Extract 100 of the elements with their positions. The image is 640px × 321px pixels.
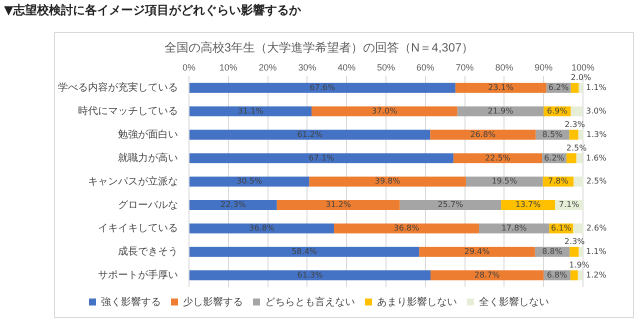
bar (576, 153, 583, 164)
bar (578, 270, 583, 280)
bar (569, 130, 578, 140)
x-tick-label: 40% (338, 62, 356, 72)
data-label: 2.6% (586, 224, 608, 233)
data-label: 25.7% (438, 200, 464, 210)
data-label: 31.2% (326, 200, 352, 210)
bar (190, 130, 430, 140)
bar (566, 153, 576, 164)
bar (419, 246, 535, 257)
bar (334, 223, 479, 234)
data-label: 61.2% (297, 130, 323, 139)
x-tick-label: 80% (495, 62, 514, 72)
data-label: 19.5% (492, 176, 518, 186)
bar (190, 82, 456, 93)
y-tick-label: サポートが手厚い (98, 269, 178, 282)
data-label: 29.4% (464, 246, 490, 256)
bar (276, 200, 400, 210)
bar (309, 176, 466, 187)
bar (574, 176, 584, 187)
x-tick-label: 50% (376, 62, 396, 72)
data-label: 2.5% (586, 176, 608, 186)
x-tick-label: 20% (258, 62, 277, 72)
data-label: 6.1% (550, 224, 572, 233)
y-tick-label: 学べる内容が充実している (58, 82, 178, 94)
data-label: 37.0% (372, 106, 398, 116)
y-tick-label: 成長できそう (118, 246, 178, 258)
bar (478, 223, 550, 234)
bar (570, 246, 579, 257)
bar (453, 153, 542, 164)
y-tick-label: キャンパスが立派な (88, 175, 178, 188)
bar (190, 200, 277, 210)
y-tick-label: 時代にマッチしている (78, 105, 178, 118)
data-label: 22.5% (484, 153, 511, 162)
data-label: 61.3% (297, 270, 324, 280)
bar (190, 223, 334, 234)
data-label: 28.7% (474, 270, 500, 280)
data-label: 8.8% (542, 246, 563, 256)
data-label: 1.6% (586, 153, 607, 162)
y-tick-label: イキイキしている (98, 223, 178, 234)
data-label: 1.2% (586, 270, 607, 280)
data-label: 7.1% (558, 200, 580, 210)
data-label: 1.3% (586, 130, 608, 139)
y-tick-label: 就職力が高い (118, 152, 178, 164)
data-label: 3.0% (586, 106, 607, 116)
bar (570, 82, 579, 93)
data-label: 67.1% (308, 153, 335, 162)
data-label: 2.5% (566, 143, 588, 152)
bar (573, 223, 584, 234)
data-label: 7.8% (548, 176, 569, 186)
data-label: 6.2% (548, 82, 570, 92)
data-label: 30.5% (236, 176, 262, 186)
data-label: 6.8% (546, 270, 568, 280)
bar (570, 270, 578, 280)
bar (190, 176, 310, 187)
y-tick-label: グローバルな (118, 200, 178, 211)
x-tick-label: 100% (571, 62, 595, 72)
data-label: 22.3% (220, 200, 246, 210)
legend-label: 少し影響する (183, 296, 243, 308)
bar (466, 176, 543, 187)
x-tick-label: 0% (182, 62, 196, 72)
data-label: 21.9% (488, 106, 514, 116)
data-label: 1.1% (586, 246, 607, 256)
data-label: 2.0% (570, 73, 592, 82)
data-label: 23.1% (488, 82, 514, 92)
legend-label: 強く影響する (101, 296, 161, 308)
x-tick-label: 70% (456, 62, 474, 72)
data-label: 2.3% (564, 120, 586, 129)
bar (312, 106, 458, 116)
bar (578, 130, 584, 140)
bar (578, 82, 583, 93)
chart-title: ▼志望校検討に各イメージ項目がどれぐらい影響するか (4, 2, 302, 19)
data-label: 8.5% (542, 130, 564, 139)
x-tick-label: 30% (298, 62, 316, 72)
bar (190, 106, 312, 116)
legend-label: 全く影響しない (479, 296, 549, 308)
data-label: 13.7% (515, 200, 542, 210)
data-label: 67.6% (310, 82, 336, 92)
data-label: 58.4% (292, 246, 318, 256)
data-label: 1.1% (586, 82, 607, 92)
bar (190, 270, 431, 280)
x-tick-label: 90% (534, 62, 553, 72)
x-tick-label: 60% (416, 62, 434, 72)
data-label: 6.9% (547, 106, 568, 116)
bar (430, 270, 544, 280)
data-label: 6.2% (544, 153, 565, 162)
chart-subtitle: 全国の高校3年生（大学進学希望者）の回答（N＝4,307） (164, 40, 474, 55)
x-tick-label: 10% (219, 62, 238, 72)
y-tick-label: 勉強が面白い (118, 128, 178, 141)
data-label: 31.1% (238, 106, 264, 116)
legend-label: どちらとも言えない (265, 296, 355, 308)
data-label: 36.8% (394, 224, 420, 233)
data-label: 2.3% (564, 236, 586, 246)
data-label: 39.8% (374, 176, 401, 186)
data-label: 36.8% (249, 224, 275, 233)
bar (455, 82, 546, 93)
bar (190, 153, 454, 164)
data-label: 1.9% (569, 260, 590, 270)
bar (400, 200, 502, 210)
data-label: 26.8% (470, 130, 496, 139)
